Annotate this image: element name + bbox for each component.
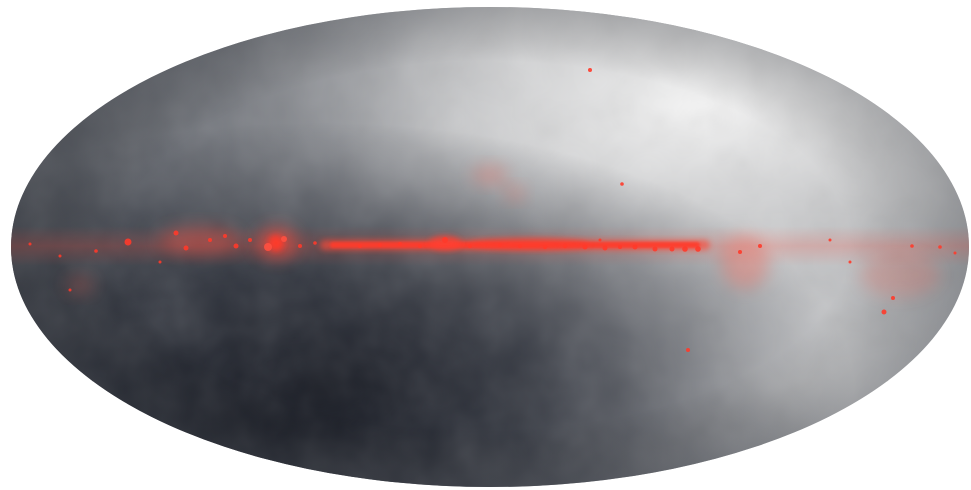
point-source (173, 230, 179, 236)
point-source (632, 244, 638, 250)
point-source (498, 243, 502, 247)
point-source (68, 288, 72, 292)
point-source (223, 234, 227, 238)
point-source (398, 242, 402, 246)
point-source (28, 242, 32, 246)
point-source (618, 245, 622, 249)
point-source (686, 348, 690, 352)
point-sources (28, 68, 957, 352)
point-source (358, 244, 362, 248)
point-source (158, 260, 162, 264)
point-source (891, 296, 895, 300)
point-source (828, 238, 832, 242)
point-source (183, 245, 189, 251)
point-source (758, 244, 762, 248)
point-source (468, 244, 472, 248)
point-source (938, 245, 942, 249)
point-source (582, 244, 588, 250)
point-source (738, 250, 742, 254)
bright-source-cluster (257, 227, 297, 259)
point-source (669, 246, 675, 252)
point-source (588, 68, 592, 72)
point-source (620, 182, 624, 186)
point-source (542, 244, 548, 250)
point-source (94, 249, 98, 253)
point-source (124, 238, 132, 246)
point-source (562, 243, 568, 249)
point-source (313, 241, 317, 245)
point-source (848, 260, 852, 264)
point-source (910, 244, 914, 248)
point-source (208, 238, 212, 242)
point-source (518, 244, 522, 248)
point-source (953, 251, 957, 255)
point-source (233, 243, 239, 249)
point-source (682, 246, 688, 252)
point-source (442, 237, 448, 243)
point-source (378, 243, 382, 247)
point-source (598, 238, 602, 242)
point-source (695, 246, 701, 252)
point-source (652, 246, 658, 252)
point-source (58, 254, 62, 258)
point-source (881, 309, 887, 315)
point-source (418, 244, 422, 248)
point-source (602, 245, 608, 251)
point-source (298, 244, 302, 248)
point-source (248, 238, 252, 242)
